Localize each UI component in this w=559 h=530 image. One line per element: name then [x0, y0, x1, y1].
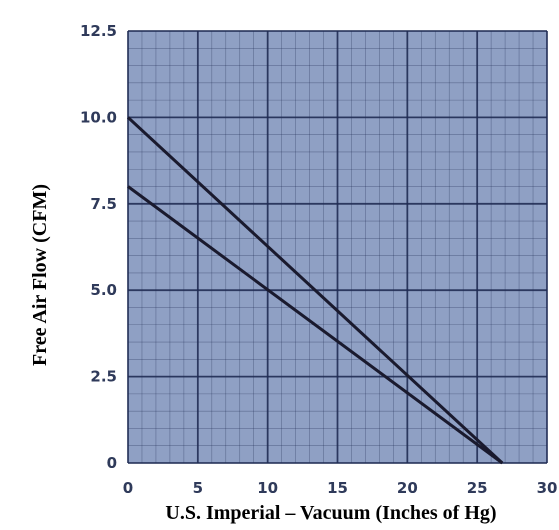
x-tick-label: 30	[537, 479, 558, 497]
y-tick-label: 7.5	[90, 195, 117, 213]
x-tick-label: 10	[257, 479, 278, 497]
x-axis-title: U.S. Imperial – Vacuum (Inches of Hg)	[165, 502, 496, 524]
y-tick-label: 12.5	[80, 22, 117, 40]
x-tick-label: 25	[467, 479, 488, 497]
x-tick-label: 5	[193, 479, 203, 497]
series-line-2	[127, 185, 504, 465]
series-layer	[126, 116, 504, 465]
x-tick-label: 15	[327, 479, 348, 497]
x-axis-ticks: 0 5 10 15 20 25 30	[123, 479, 558, 497]
y-axis-ticks: 0 2.5 5.0 7.5 10.0 12.5	[80, 22, 117, 472]
x-tick-label: 0	[123, 479, 133, 497]
y-tick-label: 0	[107, 454, 117, 472]
series-line-1	[126, 116, 504, 465]
y-axis-title: Free Air Flow (CFM)	[29, 184, 51, 366]
y-tick-label: 10.0	[80, 108, 117, 126]
y-tick-label: 5.0	[90, 281, 117, 299]
y-tick-label: 2.5	[90, 368, 117, 386]
x-tick-label: 20	[397, 479, 418, 497]
